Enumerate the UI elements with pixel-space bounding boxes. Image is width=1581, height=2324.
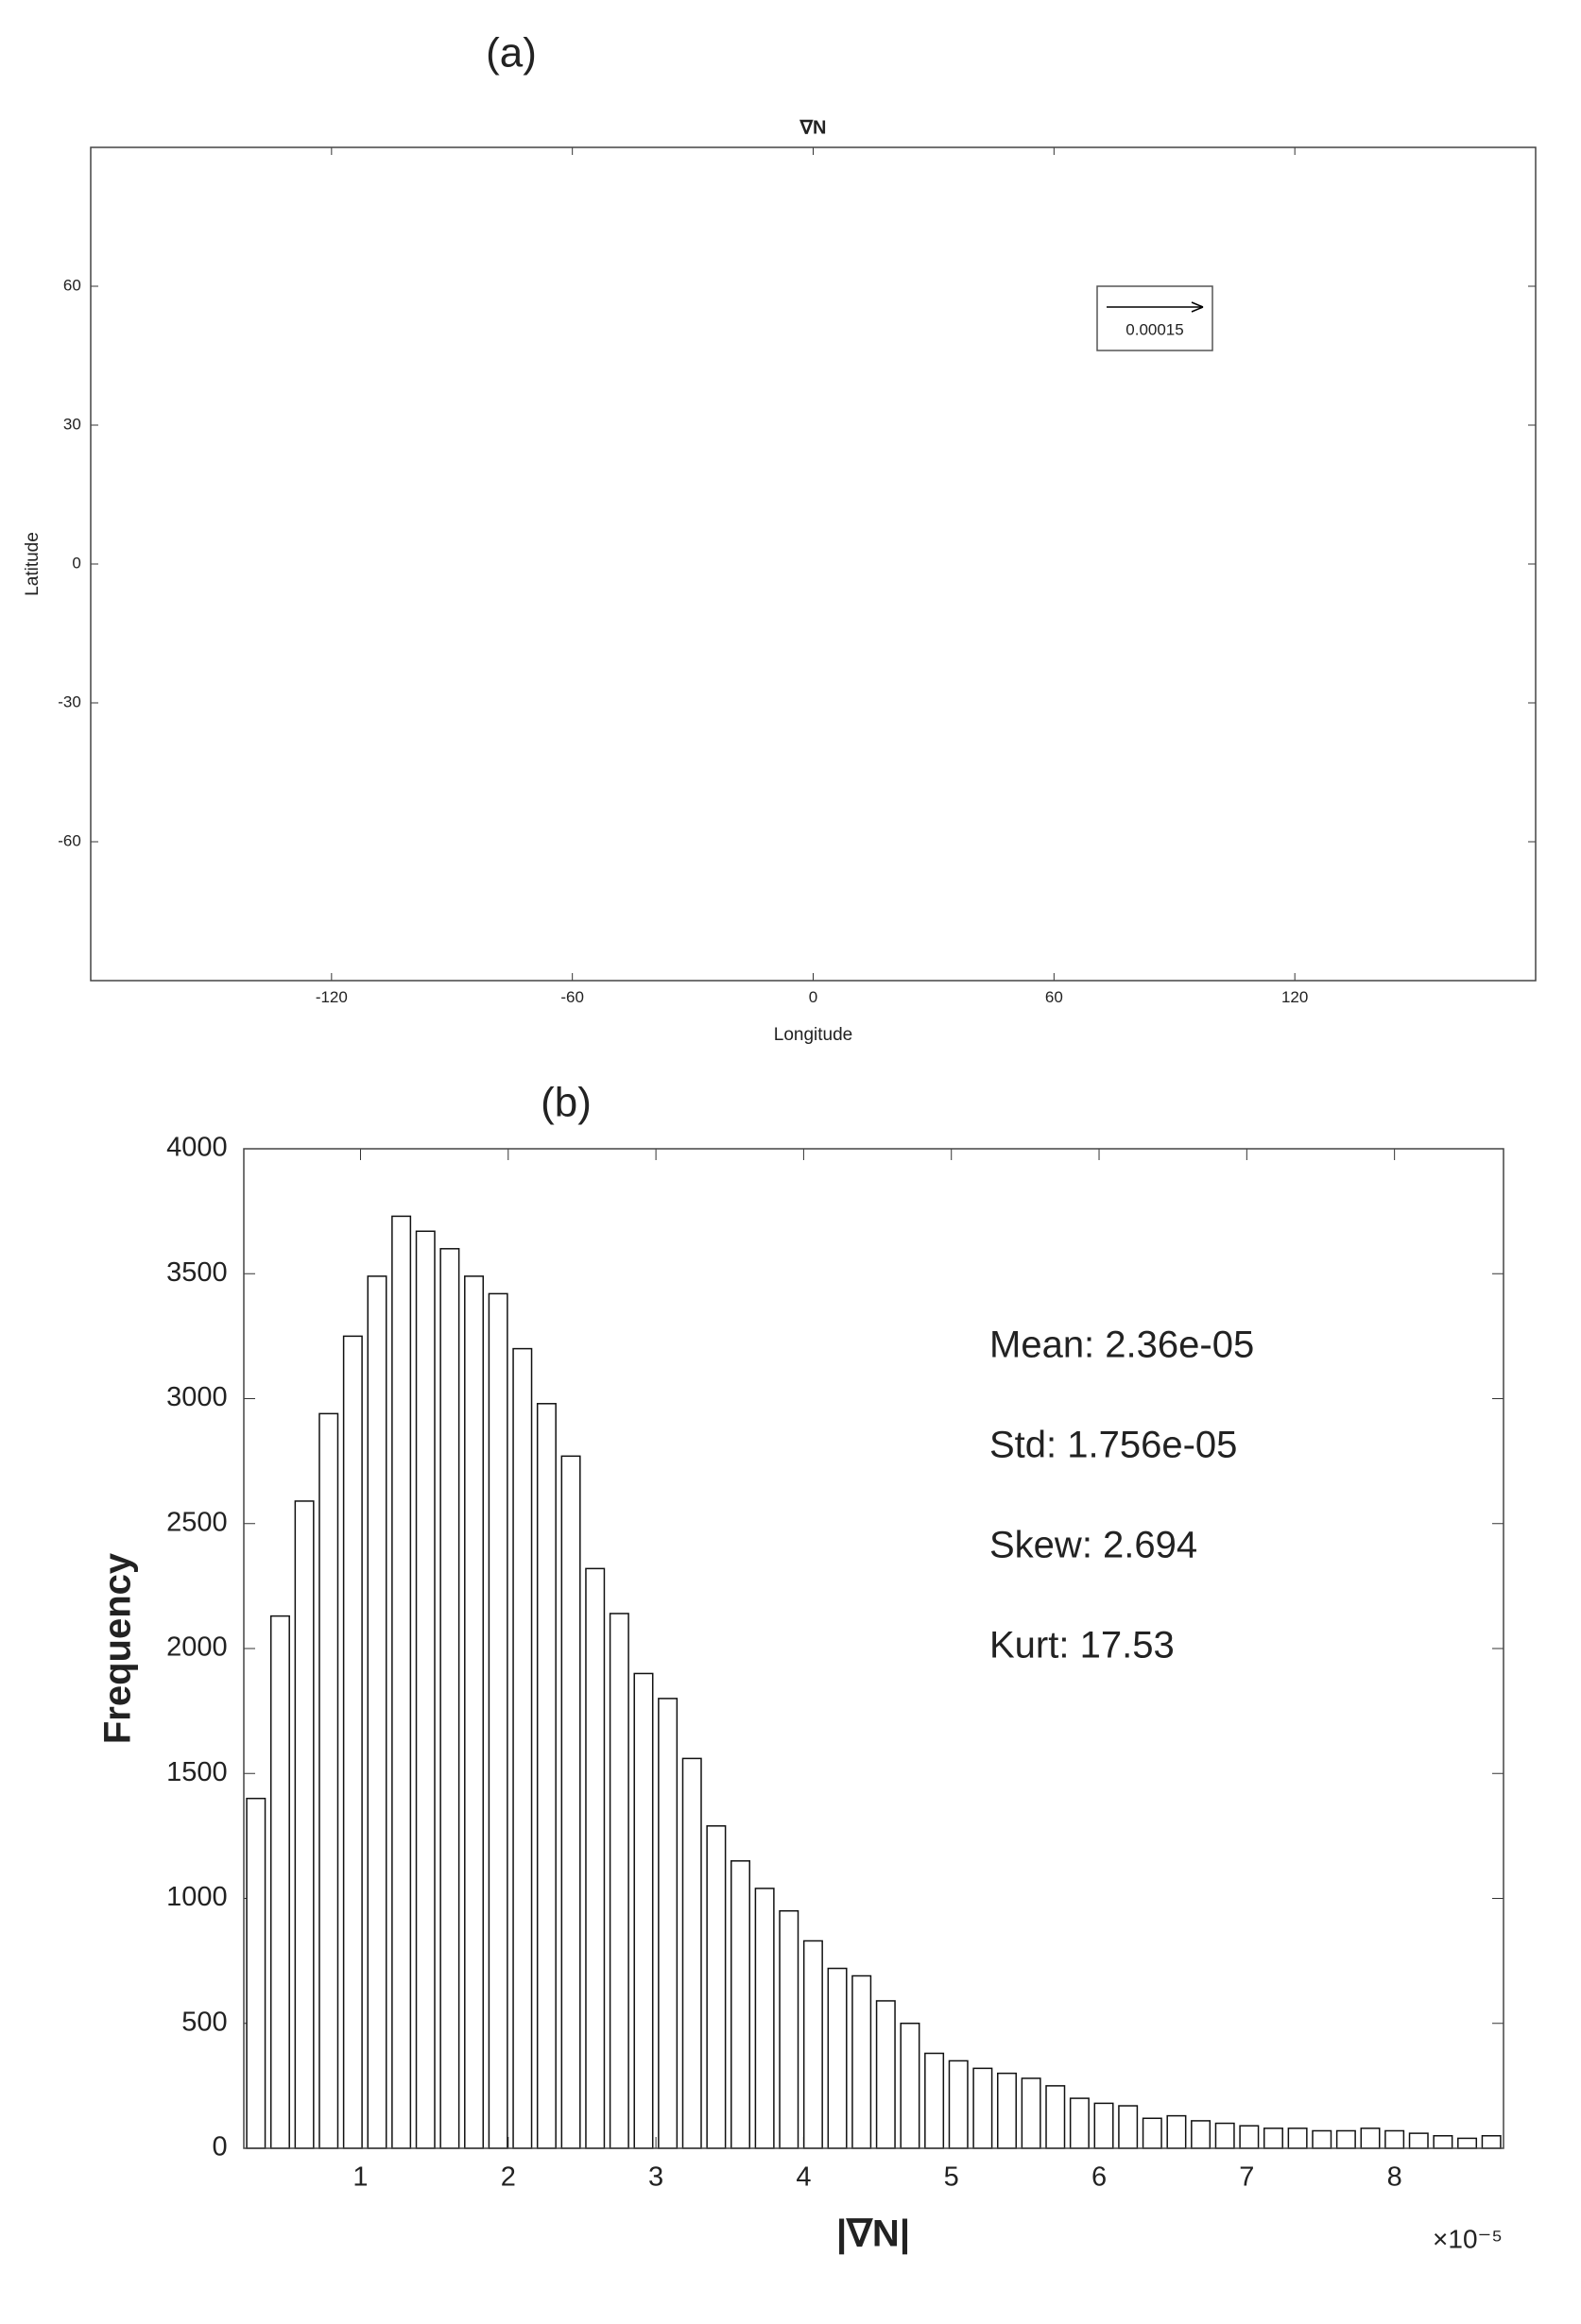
- y-tick-label: -30: [58, 692, 81, 710]
- bar: [633, 1672, 654, 2149]
- y-tick-label: 4000: [166, 1133, 228, 1163]
- bar: [1384, 2129, 1405, 2149]
- bar: [415, 1230, 436, 2149]
- y-tick-label: 0: [72, 554, 80, 572]
- bar: [1021, 2077, 1041, 2149]
- stat-annotation: Skew: 2.694: [989, 1525, 1197, 1566]
- bar: [439, 1248, 460, 2149]
- bar: [851, 1974, 872, 2149]
- bar: [367, 1275, 387, 2149]
- y-tick-label: 2000: [166, 1632, 228, 1663]
- y-tick-label: 1500: [166, 1757, 228, 1787]
- x-tick-label: 2: [501, 2162, 516, 2193]
- y-tick-label: 2500: [166, 1507, 228, 1537]
- x-tick-label: -120: [316, 988, 348, 1006]
- y-tick-label: 30: [63, 415, 81, 433]
- bar: [609, 1613, 629, 2149]
- bar: [269, 1615, 290, 2149]
- bar: [464, 1275, 485, 2149]
- y-axis-label: Frequency: [97, 1552, 139, 1744]
- bar: [706, 1825, 727, 2149]
- bar: [1239, 2125, 1260, 2149]
- bar: [585, 1567, 606, 2149]
- bar: [924, 2052, 945, 2149]
- plot-frame: [243, 1148, 1504, 2149]
- y-tick-label: 500: [181, 2007, 227, 2037]
- bar: [779, 1909, 799, 2149]
- bar: [1118, 2105, 1139, 2149]
- x-tick-label: 3: [648, 2162, 663, 2193]
- bar: [318, 1412, 339, 2149]
- bar: [512, 1347, 533, 2149]
- stat-annotation: Kurt: 17.53: [989, 1625, 1175, 1666]
- y-tick-label: 60: [63, 276, 81, 294]
- stat-annotation: Mean: 2.36e-05: [989, 1324, 1254, 1366]
- x-tick-label: -60: [560, 988, 584, 1006]
- bar: [1214, 2122, 1235, 2149]
- bar: [560, 1455, 581, 2149]
- x-tick-label: 7: [1239, 2162, 1254, 2193]
- x-tick-label: 6: [1091, 2162, 1107, 2193]
- y-tick-label: 3000: [166, 1382, 228, 1412]
- bar: [1191, 2120, 1212, 2149]
- bar: [681, 1757, 702, 2149]
- bar: [1312, 2129, 1332, 2149]
- bar: [658, 1698, 679, 2149]
- bar: [1408, 2132, 1429, 2149]
- y-tick-label: 3500: [166, 1257, 228, 1288]
- x-axis-label: |∇N|: [836, 2213, 910, 2255]
- bar: [536, 1403, 557, 2149]
- bar: [972, 2067, 993, 2149]
- bar: [996, 2072, 1017, 2149]
- x-tick-label: 4: [796, 2162, 811, 2193]
- bar: [1045, 2085, 1066, 2149]
- x-exponent-label: ×10⁻⁵: [1433, 2224, 1503, 2253]
- plot-frame: [90, 146, 1537, 982]
- x-tick-label: 5: [944, 2162, 959, 2193]
- bar: [294, 1500, 315, 2149]
- y-axis-label: Latitude: [23, 532, 43, 596]
- bar: [1433, 2135, 1453, 2149]
- bar: [827, 1967, 848, 2149]
- bar: [802, 1940, 823, 2149]
- key-box: [1096, 285, 1213, 351]
- bar: [875, 2000, 896, 2149]
- bar: [1457, 2137, 1478, 2149]
- panel-label: (b): [541, 1080, 592, 1126]
- bar: [1287, 2127, 1308, 2149]
- panel-label: (a): [486, 30, 537, 77]
- x-tick-label: 120: [1281, 988, 1308, 1006]
- bar: [1360, 2127, 1381, 2149]
- x-tick-label: 0: [809, 988, 817, 1006]
- y-tick-label: 1000: [166, 1882, 228, 1912]
- bar: [342, 1335, 363, 2149]
- bar: [900, 2023, 920, 2149]
- bar: [246, 1797, 266, 2149]
- bar: [754, 1888, 775, 2149]
- y-tick-label: 0: [212, 2132, 227, 2162]
- x-tick-label: 8: [1387, 2162, 1402, 2193]
- x-axis-label: Longitude: [774, 1025, 852, 1045]
- bar: [1335, 2129, 1356, 2149]
- stat-annotation: Std: 1.756e-05: [989, 1425, 1237, 1466]
- arrow-head: [1191, 301, 1204, 313]
- bar: [488, 1292, 508, 2149]
- bar: [1093, 2102, 1114, 2149]
- y-tick-label: -60: [58, 831, 81, 849]
- x-tick-label: 1: [352, 2162, 368, 2193]
- bar: [730, 1860, 751, 2149]
- bar: [1069, 2097, 1090, 2149]
- bar: [1263, 2127, 1283, 2149]
- bar: [1481, 2135, 1502, 2149]
- chart-title: ∇N: [799, 117, 827, 138]
- bar: [948, 2059, 969, 2149]
- reference-label: 0.00015: [1126, 320, 1183, 338]
- bar: [391, 1215, 412, 2149]
- x-tick-label: 60: [1045, 988, 1063, 1006]
- bar: [1142, 2117, 1162, 2149]
- bar: [1166, 2114, 1187, 2149]
